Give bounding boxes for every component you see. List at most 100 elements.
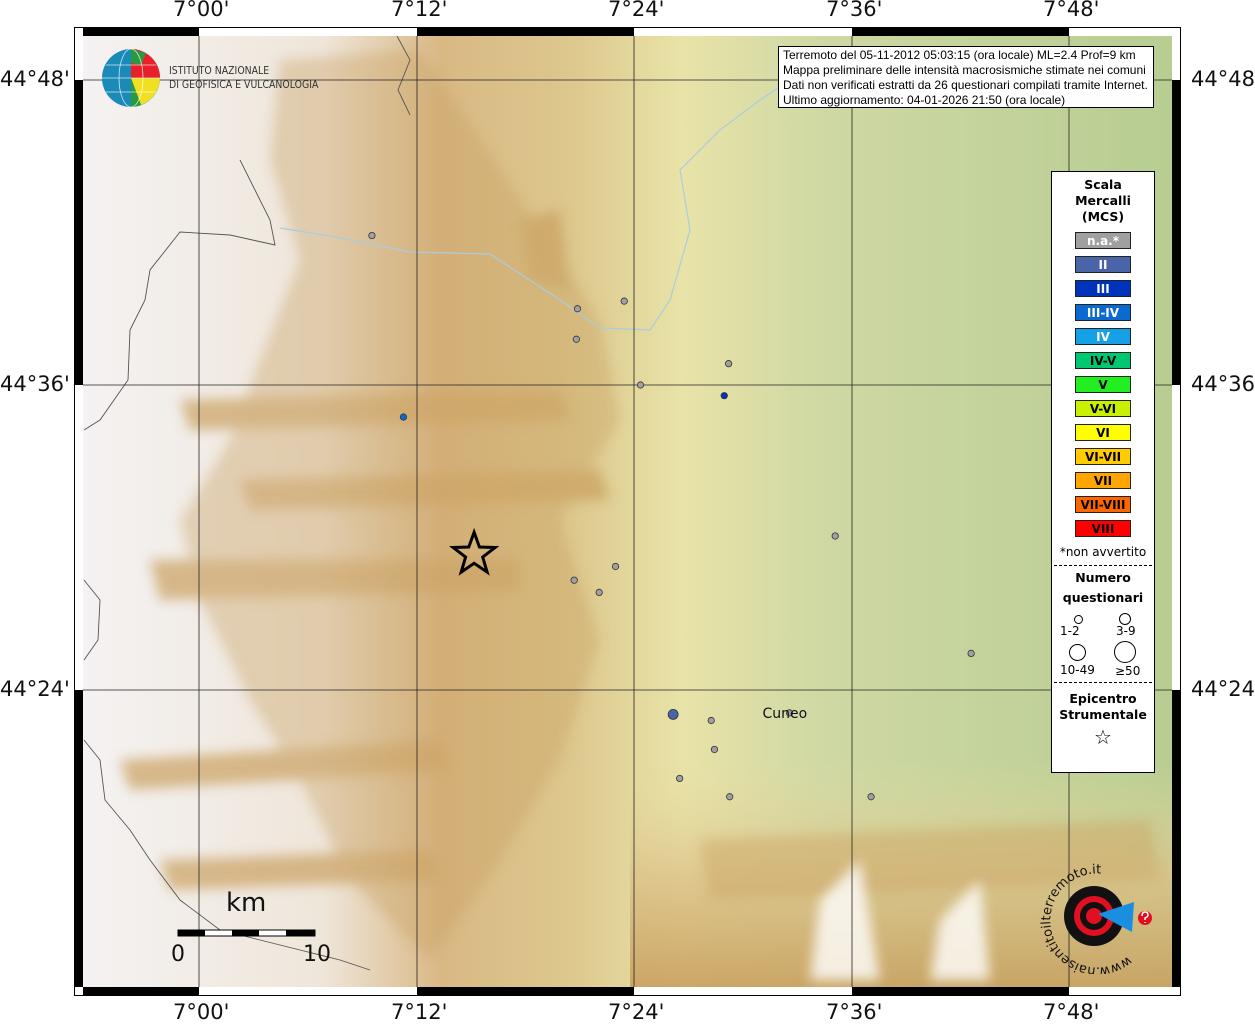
observation-layer: [368, 231, 975, 801]
epicenter-title-line: Epicentro: [1069, 691, 1137, 706]
size-3-9-icon: [1119, 613, 1131, 625]
border-line: [83, 739, 371, 971]
lon-tick-bottom: 7°48': [1043, 1000, 1100, 1024]
event-info-box: Terremoto del 05-11-2012 05:03:15 (ora l…: [778, 46, 1154, 108]
mcs-swatch: VII-VIII: [1075, 496, 1131, 513]
count-label: 1-2: [1060, 624, 1080, 638]
observation-point[interactable]: [676, 774, 684, 783]
observation-point[interactable]: [573, 305, 582, 313]
observation-point[interactable]: [867, 793, 875, 801]
legend-title-line: (MCS): [1081, 209, 1125, 224]
observation-point[interactable]: [707, 716, 715, 725]
mcs-swatch: VIII: [1075, 520, 1131, 537]
lat-tick-left: 44°36': [0, 372, 70, 396]
ingv-logo: [102, 48, 160, 108]
size-10-49-icon: [1069, 644, 1086, 661]
mcs-swatch: III-IV: [1075, 304, 1131, 321]
legend-title-line: Mercalli: [1075, 193, 1131, 208]
observation-point[interactable]: [967, 649, 975, 658]
snow-peaks: [810, 860, 990, 980]
legend-swatches: n.a.* II III III-IV IV IV-V V V-VI VI VI-VII VII VI…: [1052, 232, 1154, 537]
mcs-swatch: IV-V: [1075, 352, 1131, 369]
epicenter-star-icon[interactable]: [448, 527, 500, 576]
border-line: [83, 159, 276, 431]
observation-point[interactable]: [726, 793, 734, 801]
divider: [1054, 682, 1152, 683]
count-label: ≥50: [1115, 664, 1141, 678]
observation-point[interactable]: [720, 392, 728, 400]
event-info-line: Dati non verificati estratti da 26 quest…: [783, 78, 1148, 92]
scalebar-unit: km: [226, 888, 267, 918]
mcs-swatch: II: [1075, 256, 1131, 273]
epicenter-layer: [448, 527, 500, 576]
mcs-legend: Scala Mercalli (MCS) n.a.* II III III-IV IV I…: [1051, 171, 1155, 773]
star-icon: ☆: [1094, 725, 1112, 749]
event-info-line: Ultimo aggiornamento: 04-01-2026 21:50 (…: [783, 93, 1066, 107]
lon-tick-bottom: 7°24': [608, 1000, 665, 1024]
na-note: *non avvertito: [1059, 545, 1147, 559]
count-title-line: Numero: [1075, 570, 1131, 585]
legend-title-line: Scala: [1084, 177, 1122, 192]
place-label: Cuneo: [763, 706, 808, 722]
lon-tick-top: 7°00': [173, 0, 230, 21]
places-layer: Cuneo: [763, 706, 808, 722]
observation-point[interactable]: [667, 709, 679, 720]
observation-point[interactable]: [572, 335, 580, 343]
count-label: 10-49: [1060, 663, 1095, 677]
count-title-line: questionari: [1062, 590, 1144, 605]
mountain-ridges: [120, 50, 1160, 960]
divider: [1054, 565, 1152, 566]
epicenter-title-line: Strumentale: [1059, 707, 1147, 722]
lat-tick-right: 44°24': [1191, 677, 1255, 701]
count-size-legend: 1-2 3-9 10-49 ≥50: [1052, 608, 1154, 678]
lon-tick-bottom: 7°12': [391, 1000, 448, 1024]
mcs-swatch: V-VI: [1075, 400, 1131, 417]
observation-point[interactable]: [785, 709, 794, 717]
event-info-line: Terremoto del 05-11-2012 05:03:15 (ora l…: [783, 48, 1136, 62]
lon-tick-bottom: 7°00': [173, 1000, 230, 1024]
ingv-name-line2: DI GEOFISICA E VULCANOLOGIA: [169, 78, 319, 91]
lat-tick-right: 44°48': [1191, 67, 1255, 91]
lat-tick-right: 44°36': [1191, 372, 1255, 396]
river: [279, 79, 791, 331]
border-line: [83, 579, 101, 661]
mcs-swatch: III: [1075, 280, 1131, 297]
mcs-swatch: V: [1075, 376, 1131, 393]
scalebar: [177, 929, 316, 937]
scalebar-min: 0: [171, 942, 185, 967]
size-50-icon: [1114, 641, 1136, 663]
size-1-2-icon: [1074, 615, 1083, 624]
mcs-swatch: VI: [1075, 424, 1131, 441]
lon-tick-top: 7°24': [608, 0, 665, 21]
legend-title: Scala Mercalli (MCS): [1052, 177, 1154, 225]
mcs-swatch: VI-VII: [1075, 448, 1131, 465]
event-info-line: Mappa preliminare delle intensità macros…: [783, 63, 1146, 77]
observation-point[interactable]: [620, 297, 628, 305]
intensity-map[interactable]: Cuneo: [83, 36, 1172, 987]
lon-tick-bottom: 7°36': [826, 1000, 883, 1024]
mcs-swatch: VII: [1075, 472, 1131, 489]
lon-tick-top: 7°36': [826, 0, 883, 21]
border-line: [396, 36, 411, 116]
lat-tick-left: 44°24': [0, 677, 70, 701]
count-title: Numero questionari: [1052, 568, 1154, 608]
lon-tick-top: 7°48': [1043, 0, 1100, 21]
epicenter-legend-title: Epicentro Strumentale: [1052, 691, 1154, 723]
ingv-name-line1: ISTITUTO NAZIONALE: [169, 64, 270, 77]
observation-point[interactable]: [399, 413, 408, 421]
observation-point[interactable]: [611, 562, 620, 571]
mcs-swatch: n.a.*: [1075, 232, 1131, 249]
ingv-logo-text: ISTITUTO NAZIONALE DI GEOFISICA E VULCAN…: [169, 64, 318, 92]
observation-point[interactable]: [831, 532, 839, 540]
observation-point[interactable]: [710, 745, 719, 754]
mcs-swatch: IV: [1075, 328, 1131, 345]
scalebar-max: 10: [303, 942, 331, 967]
observation-point[interactable]: [595, 588, 603, 597]
haisentito-logo: www.haisentitoilterremoto.it: [1039, 862, 1152, 974]
observation-point[interactable]: [570, 576, 578, 584]
lon-tick-top: 7°12': [391, 0, 448, 21]
observation-point[interactable]: [636, 381, 645, 389]
lat-tick-left: 44°48': [0, 67, 70, 91]
observation-point[interactable]: [725, 360, 733, 368]
observation-point[interactable]: [368, 231, 376, 240]
